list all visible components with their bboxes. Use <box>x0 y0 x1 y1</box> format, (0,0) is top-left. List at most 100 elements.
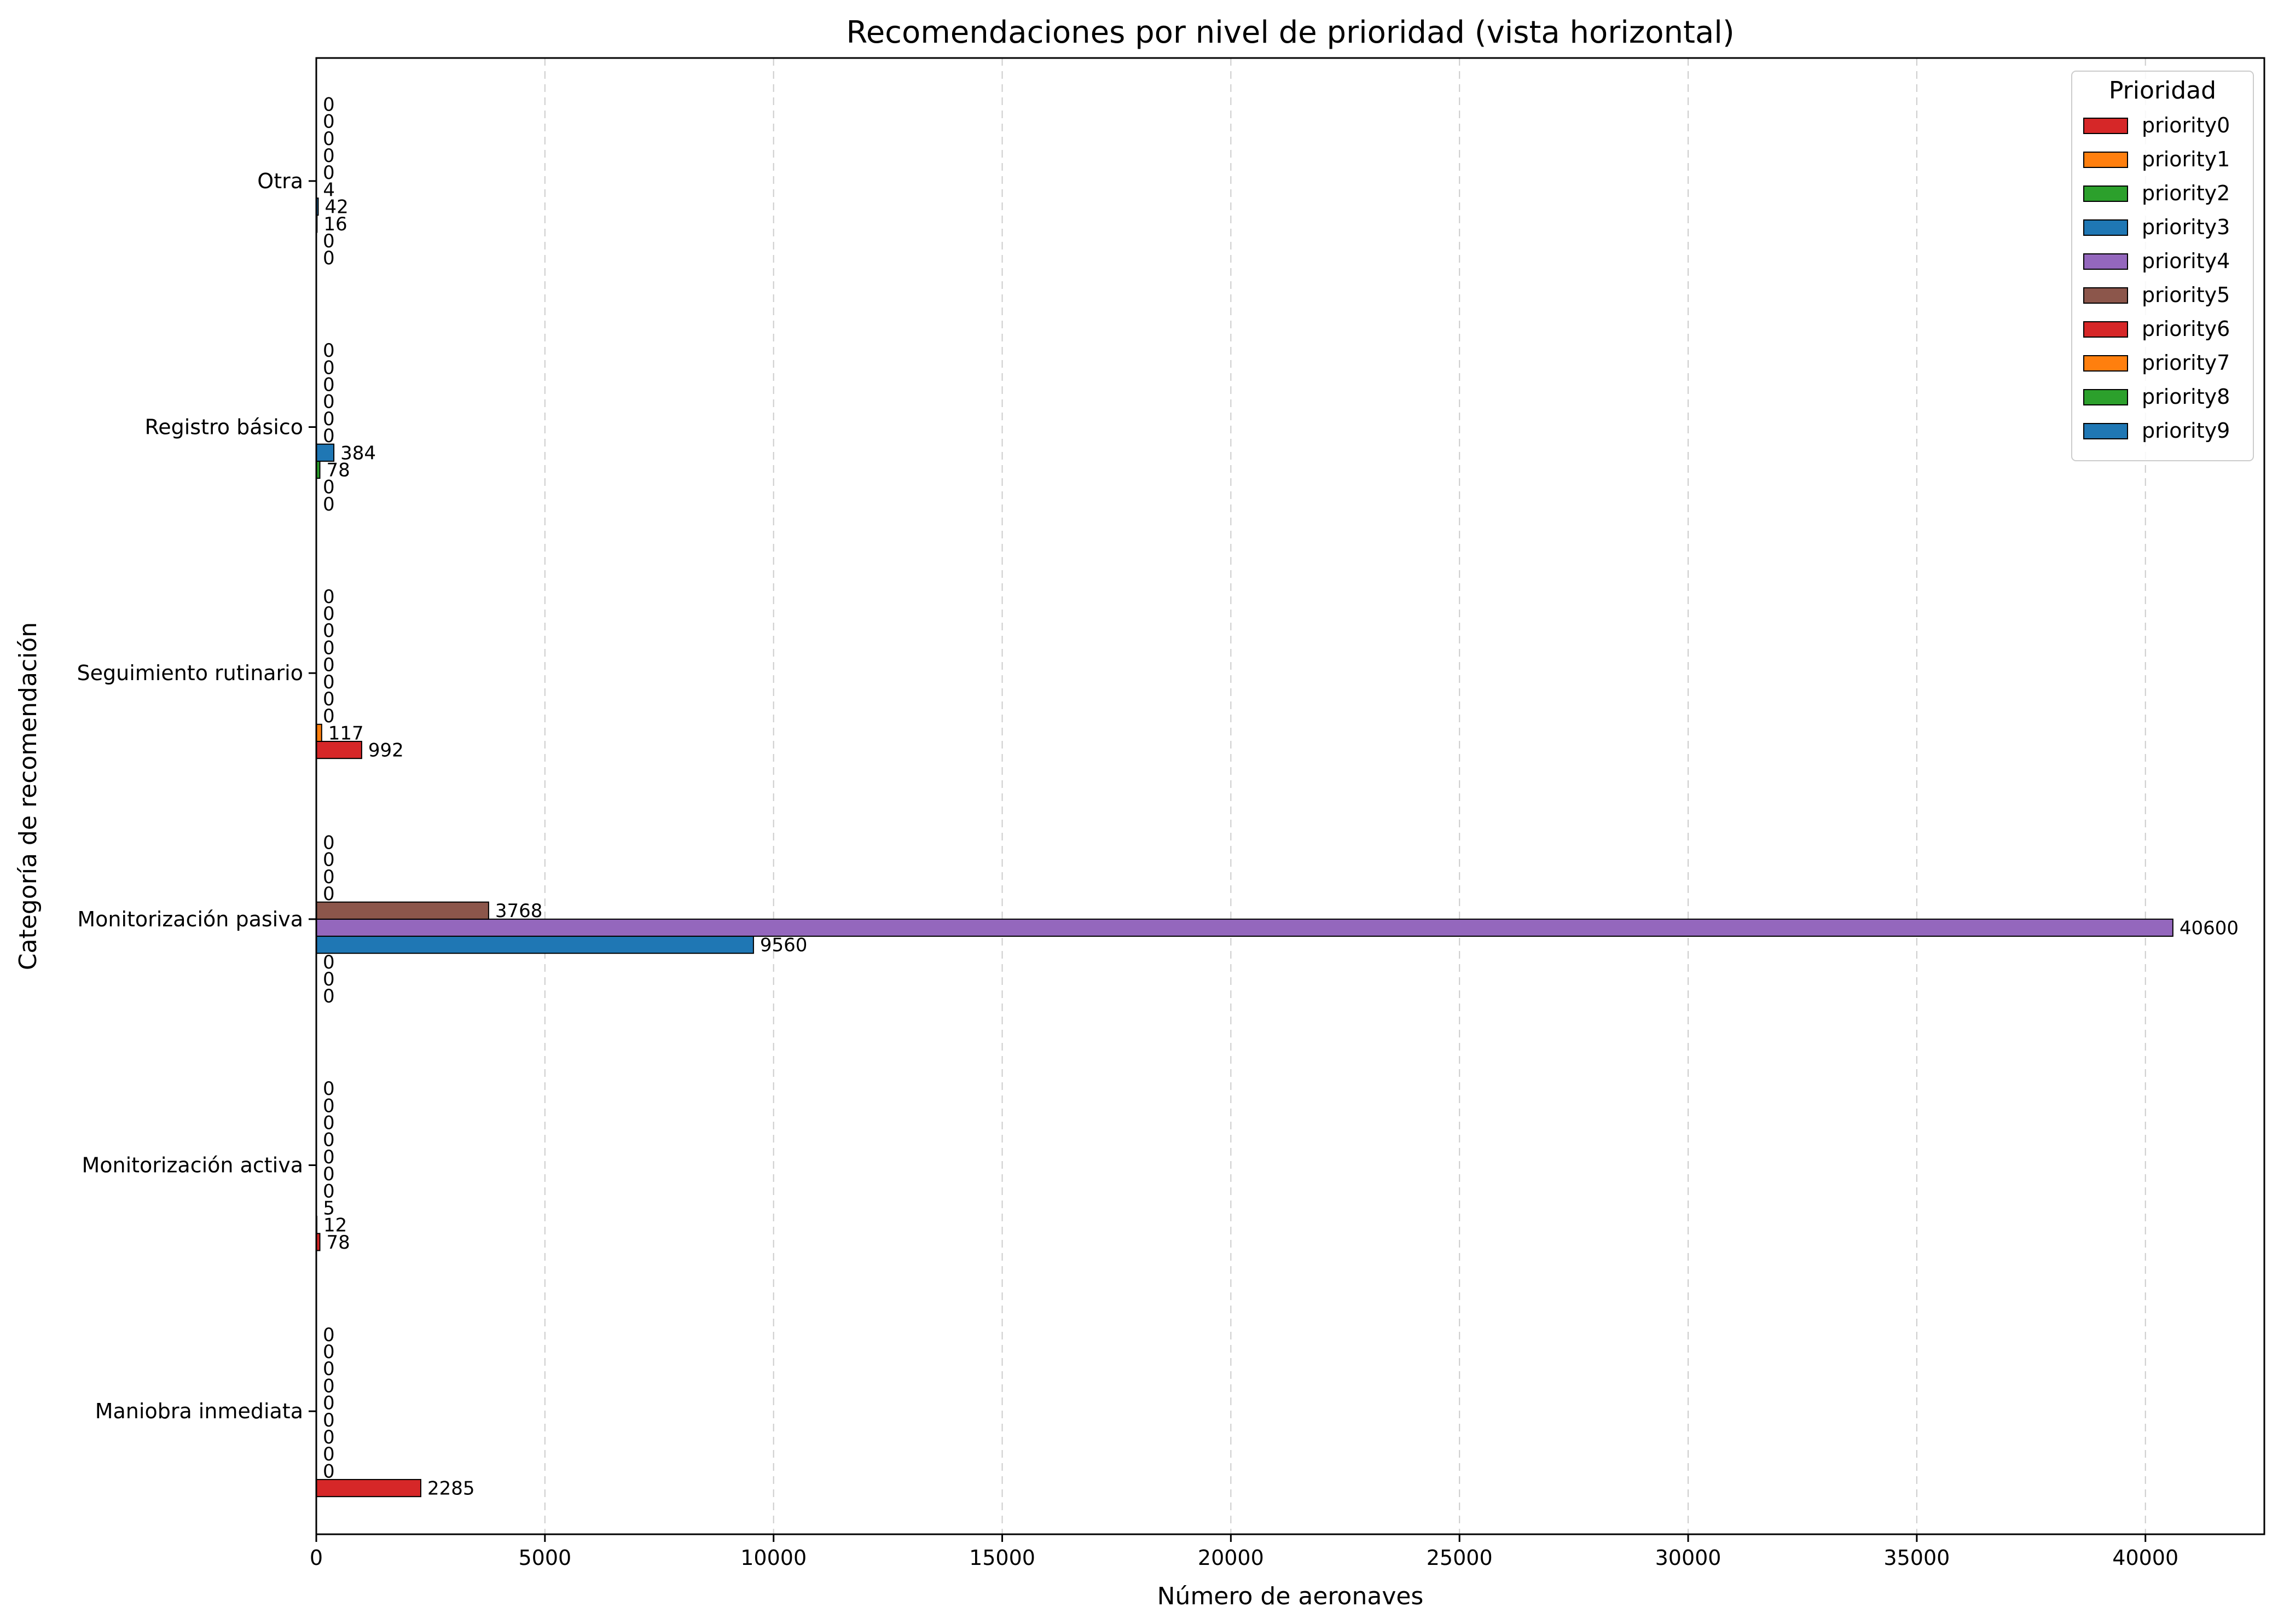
bar-value-label: 9560 <box>760 935 808 956</box>
x-axis-label: Número de aeronaves <box>1157 1582 1424 1610</box>
value-labels: 2285000000000781250000000000956040600376… <box>323 94 2239 1499</box>
legend-swatch-priority7 <box>2083 355 2128 372</box>
bar-value-label: 0 <box>323 705 335 727</box>
legend-swatch-priority6 <box>2083 321 2128 338</box>
legend-swatch-priority9 <box>2083 423 2128 439</box>
bar-value-label: 16 <box>323 213 347 235</box>
bar-value-label: 992 <box>368 740 404 762</box>
legend-swatch-priority4 <box>2083 253 2128 270</box>
y-tick-label: Monitorización pasiva <box>77 907 303 931</box>
bar-value-label: 0 <box>323 603 335 625</box>
bar-priority4 <box>316 918 2173 937</box>
legend: Prioridad priority0priority1priority2pri… <box>2071 71 2254 461</box>
bar-value-label: 0 <box>323 688 335 710</box>
legend-label-priority1: priority1 <box>2142 147 2230 171</box>
bar-value-label: 0 <box>323 340 335 362</box>
grid-lines <box>544 58 2146 1534</box>
bar-value-label: 0 <box>323 128 335 150</box>
bar-value-label: 0 <box>323 408 335 430</box>
bar-value-label: 0 <box>323 247 335 269</box>
x-tick-label: 10000 <box>740 1546 807 1570</box>
bar-value-label: 0 <box>323 883 335 905</box>
x-tick-label: 25000 <box>1427 1546 1493 1570</box>
bar-value-label: 0 <box>323 1112 335 1134</box>
legend-title: Prioridad <box>2109 77 2216 105</box>
bar-priority3 <box>316 936 754 954</box>
bar-value-label: 0 <box>323 866 335 888</box>
y-tick-label: Monitorización activa <box>82 1153 303 1178</box>
legend-label-priority2: priority2 <box>2142 181 2230 205</box>
bar-value-label: 0 <box>323 230 335 252</box>
y-tick-label: Maniobra inmediata <box>95 1399 303 1423</box>
bar-value-label: 0 <box>323 374 335 396</box>
bar-value-label: 0 <box>323 494 335 515</box>
bar-value-label: 0 <box>323 1163 335 1185</box>
bar-value-label: 0 <box>323 1393 335 1414</box>
legend-swatch-priority8 <box>2083 389 2128 405</box>
bar-value-label: 0 <box>323 162 335 184</box>
x-tick-label: 0 <box>310 1546 323 1570</box>
bar-value-label: 0 <box>323 1129 335 1151</box>
x-tick-label: 30000 <box>1655 1546 1721 1570</box>
x-ticks: 0 5000 10000 15000 20000 25000 30000 35000 40000 <box>310 1534 2178 1570</box>
bar-priority0 <box>316 740 362 759</box>
bar-value-label: 0 <box>323 832 335 854</box>
bar-value-label: 0 <box>323 671 335 693</box>
bar-value-label: 0 <box>323 1078 335 1100</box>
bar-value-label: 78 <box>327 1232 350 1254</box>
bar-value-label: 0 <box>323 1375 335 1397</box>
bar-value-label: 0 <box>323 654 335 676</box>
bar-value-label: 0 <box>323 1358 335 1380</box>
bar-value-label: 0 <box>323 391 335 413</box>
bar-value-label: 12 <box>323 1215 347 1237</box>
chart-title: Recomendaciones por nivel de prioridad (… <box>846 15 1734 50</box>
legend-swatch-priority3 <box>2083 219 2128 236</box>
x-tick-label: 35000 <box>1883 1546 1950 1570</box>
legend-label-priority0: priority0 <box>2142 113 2230 137</box>
bar-value-label: 42 <box>325 196 349 218</box>
y-tick-label: Registro básico <box>145 415 303 439</box>
bar-value-label: 0 <box>323 1410 335 1431</box>
bar-priority5 <box>316 901 489 920</box>
y-tick-label: Seguimiento rutinario <box>77 661 304 685</box>
legend-swatch-priority2 <box>2083 185 2128 202</box>
y-ticks: Maniobra inmediata Monitorización activa M… <box>77 169 316 1423</box>
bar-value-label: 0 <box>323 111 335 133</box>
bar-value-label: 0 <box>323 1443 335 1465</box>
bar-value-label: 0 <box>323 1095 335 1117</box>
bar-value-label: 0 <box>323 477 335 498</box>
bar-value-label: 0 <box>323 1341 335 1363</box>
bar-value-label: 5 <box>323 1198 335 1220</box>
bar-value-label: 0 <box>323 620 335 642</box>
bar-value-label: 384 <box>340 442 376 464</box>
bar-value-label: 0 <box>323 952 335 973</box>
legend-swatch-priority0 <box>2083 118 2128 134</box>
bar-value-label: 0 <box>323 985 335 1007</box>
y-tick-label: Otra <box>257 169 303 193</box>
legend-label-priority6: priority6 <box>2142 317 2230 341</box>
bars <box>316 180 2173 1498</box>
bar-value-label: 3768 <box>495 900 543 922</box>
bar-value-label: 0 <box>323 357 335 379</box>
bar-value-label: 0 <box>323 94 335 115</box>
bar-value-label: 0 <box>323 145 335 167</box>
bar-priority0 <box>316 1478 421 1498</box>
bar-value-label: 0 <box>323 1324 335 1346</box>
x-tick-label: 5000 <box>518 1546 571 1570</box>
legend-items: priority0 priority1 priority2 priority3 prio… <box>2083 113 2230 443</box>
bar-value-label: 0 <box>323 1180 335 1202</box>
bar-value-label: 0 <box>323 1146 335 1168</box>
y-axis-label: Categoría de recomendación <box>14 622 42 970</box>
legend-label-priority3: priority3 <box>2142 215 2230 239</box>
legend-label-priority7: priority7 <box>2142 351 2230 375</box>
bar-value-label: 4 <box>323 179 335 201</box>
legend-swatch-priority1 <box>2083 152 2128 168</box>
bar-value-label: 0 <box>323 1460 335 1482</box>
bar-value-label: 0 <box>323 968 335 990</box>
plot-frame <box>315 57 2265 1535</box>
bar-value-label: 40600 <box>2180 917 2239 939</box>
bar-value-label: 0 <box>323 1426 335 1448</box>
legend-label-priority5: priority5 <box>2142 283 2230 307</box>
x-tick-label: 40000 <box>2112 1546 2178 1570</box>
